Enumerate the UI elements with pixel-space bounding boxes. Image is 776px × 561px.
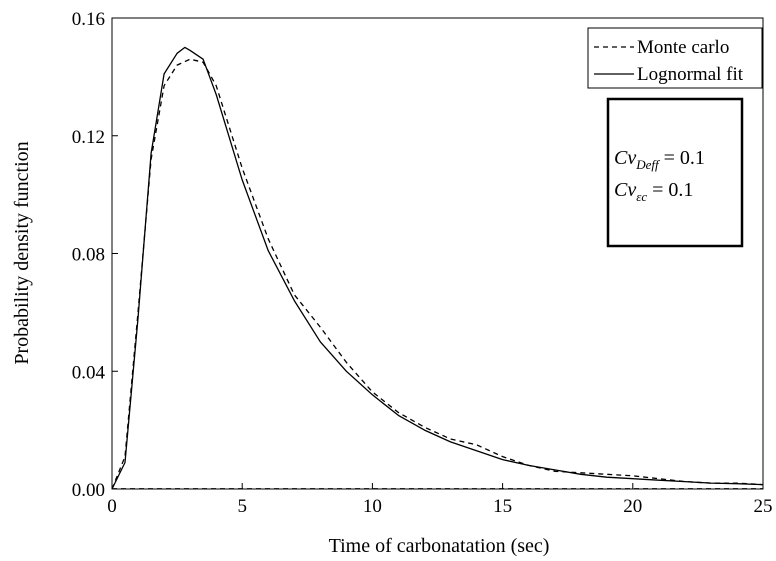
y-axis-title: Probability density function — [11, 141, 33, 364]
x-tick-label: 20 — [623, 496, 642, 517]
x-tick-label: 15 — [493, 496, 512, 517]
y-tick-label: 0.12 — [72, 127, 105, 148]
legend-label-lognormal-fit: Lognormal fit — [637, 64, 744, 85]
series-layer — [111, 46, 764, 490]
ticks-layer: 0 5 10 15 20 25 0.00 0.04 0.08 0.12 0.16 — [72, 9, 773, 517]
series-line-monte-carlo — [111, 58, 764, 490]
x-tick-label: 5 — [237, 496, 247, 517]
legend-box — [587, 27, 763, 89]
annotation-box: CvDeff = 0.1 Cvεc = 0.1 — [606, 97, 744, 248]
x-tick-label: 25 — [754, 496, 773, 517]
y-tick-label: 0.08 — [72, 245, 105, 266]
x-axis-title: Time of carbonatation (sec) — [329, 535, 550, 557]
y-tick-label: 0.04 — [72, 362, 106, 383]
legend-label-monte-carlo: Monte carlo — [637, 37, 729, 58]
annotation-line-cv-ec: Cvεc = 0.1 — [614, 179, 693, 204]
annotation-frame — [606, 97, 744, 248]
legend: Monte carlo Lognormal fit — [587, 27, 763, 89]
y-tick-label: 0.16 — [72, 9, 105, 30]
series-line-lognormal-fit — [111, 46, 764, 490]
plot-frame — [111, 17, 764, 490]
annotation-line-cv-deff: CvDeff = 0.1 — [614, 147, 705, 172]
plot-area-border — [111, 17, 764, 490]
x-tick-label: 10 — [363, 496, 382, 517]
x-tick-label: 0 — [107, 496, 117, 517]
y-tick-label: 0.00 — [72, 480, 105, 501]
